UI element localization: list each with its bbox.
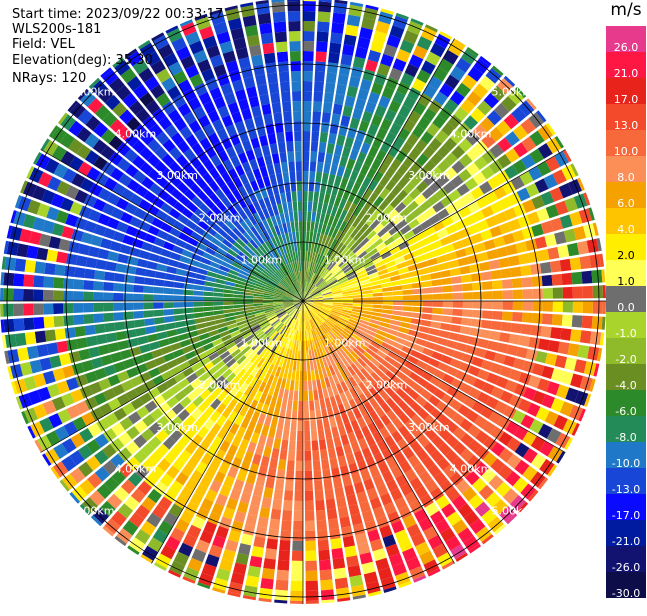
range-ring-label: 4.00km xyxy=(115,127,157,140)
range-ring-label: 1.00km xyxy=(240,253,282,266)
colorbar-segment: 8.0 xyxy=(606,156,646,182)
colorbar-segment: 6.0 xyxy=(606,182,646,208)
colorbar-segment: 21.0 xyxy=(606,52,646,78)
colorbar-segment: 10.0 xyxy=(606,130,646,156)
colorbar-segment: -21.0 xyxy=(606,520,646,546)
range-ring-label: 4.00km xyxy=(115,463,157,476)
colorbar-segment: -26.0 xyxy=(606,546,646,572)
range-ring-label: 3.00km xyxy=(408,421,450,434)
range-ring-label: 3.00km xyxy=(156,421,198,434)
range-ring-label: 2.00km xyxy=(199,212,241,225)
colorbar-segment: -8.0 xyxy=(606,416,646,442)
colorbar-segment: 4.0 xyxy=(606,208,646,234)
colorbar-segment: -2.0 xyxy=(606,338,646,364)
colorbar-segment: -17.0 xyxy=(606,494,646,520)
range-ring-label: 5.00km xyxy=(73,86,115,99)
colorbar-segment: 17.0 xyxy=(606,78,646,104)
elevation-text: Elevation(deg): 35.30 xyxy=(12,53,153,68)
range-ring-label: 4.00km xyxy=(450,463,492,476)
colorbar-segment: -10.0 xyxy=(606,442,646,468)
start-time-text: Start time: 2023/09/22 00:33:17 xyxy=(12,7,223,22)
range-ring-label: 5.00km xyxy=(73,504,115,517)
colorbar-segment: -30.0 xyxy=(606,572,646,598)
range-ring-label: 2.00km xyxy=(199,378,241,391)
range-ring-label: 3.00km xyxy=(156,169,198,182)
colorbar-segment: -4.0 xyxy=(606,364,646,390)
colorbar-segment: -6.0 xyxy=(606,390,646,416)
nrays-text: NRays: 120 xyxy=(12,71,86,86)
range-ring-label: 1.00km xyxy=(240,337,282,350)
colorbar-unit-label: m/s xyxy=(606,0,646,20)
colorbar-segment: 0.0 xyxy=(606,286,646,312)
range-ring-label: 2.00km xyxy=(366,378,408,391)
radar-ppi-plot: 1.00km 1.00km 1.00km 1.00km 2.00km 2.00km 2.00… xyxy=(0,0,606,607)
colorbar-segment: -13.0 xyxy=(606,468,646,494)
range-ring-label: 1.00km xyxy=(324,253,366,266)
colorbar-segment: 26.0 xyxy=(606,26,646,52)
colorbar-segment: 2.0 xyxy=(606,234,646,260)
range-ring-label: 5.00km xyxy=(492,504,534,517)
colorbar-segment: 1.0 xyxy=(606,260,646,286)
range-ring-label: 2.00km xyxy=(366,212,408,225)
range-ring-label: 3.00km xyxy=(408,169,450,182)
instrument-name-text: WLS200s-181 xyxy=(12,22,101,37)
range-ring-label: 1.00km xyxy=(324,337,366,350)
colorbar-segment: 13.0 xyxy=(606,104,646,130)
field-text: Field: VEL xyxy=(12,37,75,52)
colorbar-segment: -1.0 xyxy=(606,312,646,338)
range-ring-label: 5.00km xyxy=(492,86,534,99)
range-ring-label: 4.00km xyxy=(450,127,492,140)
